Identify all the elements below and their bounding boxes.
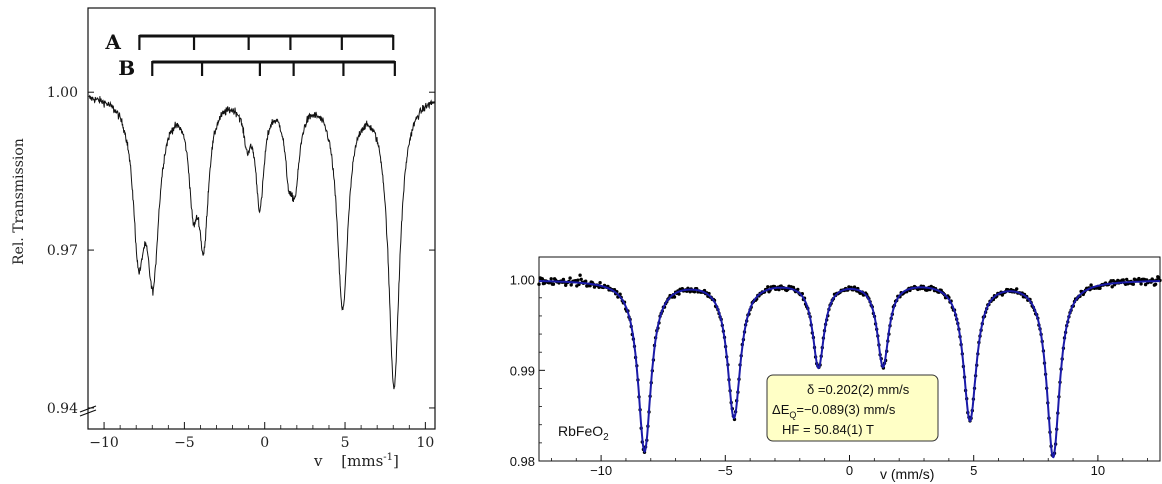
- data-point: [1131, 282, 1136, 286]
- data-point: [584, 279, 588, 283]
- left-x-axis: −10 −5 0 5 10: [89, 422, 434, 451]
- left-y-axis-label: Rel. Transmission: [11, 138, 27, 265]
- right-x-tick-label: 5: [970, 463, 977, 478]
- legend-box: [766, 374, 939, 442]
- data-point: [1139, 282, 1143, 286]
- data-point: [677, 292, 681, 296]
- left-y-axis: 0.94 0.97 1.00: [47, 85, 435, 417]
- data-point: [579, 277, 583, 281]
- left-y-tick-label: 0.97: [47, 243, 78, 259]
- sextet-markers: AB: [104, 30, 396, 80]
- right-y-tick-label: 0.99: [510, 363, 535, 378]
- data-point: [1015, 287, 1019, 291]
- left-x-tick-label: −10: [89, 435, 119, 451]
- sample-label: RbFeO2: [558, 423, 609, 443]
- sextet-A-label: A: [104, 30, 121, 54]
- data-point: [672, 295, 677, 299]
- fit-curve: [539, 280, 1160, 459]
- data-point: [1153, 282, 1158, 286]
- legend-isomer-shift: δ =0.202(2) mm/s: [807, 382, 910, 397]
- left-x-tick-label: −5: [174, 435, 195, 451]
- data-point: [537, 282, 541, 286]
- right-spectrum-chart: 0.98 0.99 1.00 −10 −5 0 5 10 v (mm/s) RbFeO2 δ…: [510, 256, 1162, 482]
- legend-hyperfine-field: HF = 50.84(1) T: [782, 422, 874, 437]
- right-y-tick-label: 0.98: [510, 454, 535, 469]
- legend-quadrupole: ΔEQ=−0.089(3) mm/s: [772, 402, 896, 420]
- axis-break-mark: [79, 405, 97, 417]
- data-point: [561, 277, 566, 282]
- sextet-B-label: B: [118, 56, 135, 80]
- data-point: [1089, 283, 1093, 287]
- data-point: [569, 283, 573, 287]
- fit-parameters-legend: δ =0.202(2) mm/s ΔEQ=−0.089(3) mm/s HF =…: [766, 374, 939, 442]
- right-y-axis: 0.98 0.99 1.00: [510, 273, 545, 469]
- right-x-axis: −10 −5 0 5 10: [551, 455, 1148, 478]
- data-point: [568, 276, 572, 280]
- data-point: [549, 277, 553, 281]
- left-y-tick-label: 1.00: [47, 85, 78, 101]
- right-x-axis-label: v (mm/s): [880, 466, 934, 482]
- data-point: [578, 273, 582, 277]
- data-point: [1098, 286, 1102, 290]
- left-spectrum-trace: [88, 94, 435, 390]
- data-point: [551, 282, 556, 286]
- right-x-tick-label: 0: [846, 463, 853, 478]
- left-y-tick-label: 0.94: [47, 401, 78, 417]
- left-x-axis-label: v [mms-1]: [313, 452, 399, 470]
- data-point: [576, 278, 580, 282]
- left-x-tick-label: 0: [260, 435, 269, 451]
- left-plot-frame: [87, 7, 436, 430]
- right-x-tick-label: −10: [590, 463, 612, 478]
- left-spectrum-chart: AB 0.94 0.97 1.00 −10 −5 0 5 10 Rel. Transmiss…: [11, 7, 436, 470]
- data-point: [1125, 277, 1129, 282]
- data-point: [1110, 285, 1114, 289]
- data-point: [1143, 282, 1148, 287]
- data-point: [564, 283, 568, 287]
- left-x-tick-label: 10: [416, 435, 434, 451]
- data-point: [692, 290, 697, 294]
- data-point: [540, 277, 544, 281]
- data-point: [766, 285, 770, 289]
- data-point: [1121, 278, 1126, 282]
- left-x-tick-label: 5: [341, 435, 350, 451]
- right-x-tick-label: 10: [1091, 463, 1105, 478]
- data-point: [598, 281, 602, 285]
- right-x-tick-label: −5: [718, 463, 733, 478]
- right-y-tick-label: 1.00: [510, 273, 535, 288]
